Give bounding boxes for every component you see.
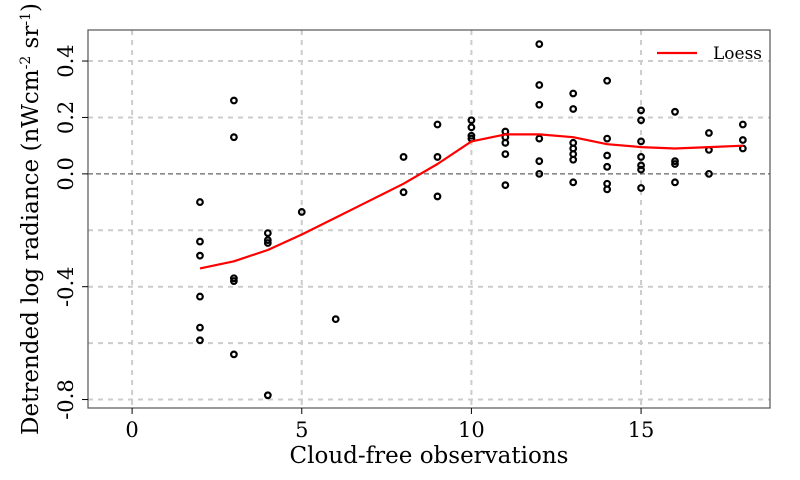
- data-point: [603, 185, 612, 194]
- data-point: [603, 162, 612, 171]
- plot-frame: [87, 29, 771, 409]
- y-axis-ticks: -0.8 -0.4 0.0 0.2 0.4: [54, 44, 88, 420]
- data-point: [501, 138, 510, 147]
- loess-curve: [199, 133, 743, 270]
- data-point: [738, 136, 747, 144]
- data-point: [671, 157, 679, 166]
- data-point: [569, 105, 578, 113]
- data-point: [467, 116, 476, 125]
- y-axis-title-end: ): [18, 3, 44, 12]
- data-point: [196, 198, 204, 206]
- scatter-points: [196, 40, 747, 400]
- y-tick-label: 0.4: [54, 44, 78, 77]
- data-point: [399, 153, 408, 161]
- data-point: [501, 150, 510, 159]
- data-point: [196, 336, 204, 345]
- y-axis-title-main: Detrended log radiance (nWcm: [18, 69, 44, 435]
- x-axis-ticks: 0 5 10 15: [125, 408, 654, 442]
- data-point: [230, 133, 238, 142]
- data-point: [671, 107, 679, 116]
- data-point: [705, 169, 713, 178]
- data-point: [467, 131, 476, 140]
- data-point: [196, 251, 204, 260]
- y-tick-label: -0.8: [54, 379, 78, 420]
- y-axis-title-mid: sr: [18, 26, 44, 56]
- y-tick-label: 0.2: [54, 101, 78, 134]
- data-point: [433, 192, 442, 201]
- data-point: [230, 277, 238, 285]
- y-tick-label: 0.0: [54, 157, 78, 190]
- data-point: [535, 134, 544, 143]
- y-axis-title-exp2: -1: [18, 12, 34, 26]
- data-point: [501, 181, 510, 190]
- data-point: [535, 81, 544, 89]
- data-point: [603, 151, 612, 160]
- data-point: [535, 100, 544, 109]
- data-point: [535, 169, 544, 178]
- x-tick-label: 0: [125, 418, 138, 442]
- x-axis-title: Cloud-free observations: [290, 443, 569, 469]
- x-tick-label: 15: [628, 418, 655, 442]
- data-point: [230, 96, 238, 105]
- plot-background: [88, 30, 770, 408]
- data-point: [297, 208, 306, 216]
- data-point: [331, 315, 340, 324]
- data-point: [535, 157, 544, 166]
- data-point: [230, 274, 238, 283]
- data-point: [263, 391, 272, 400]
- data-point: [637, 153, 645, 161]
- data-point: [399, 188, 408, 197]
- data-point: [738, 120, 747, 129]
- data-point: [196, 237, 204, 246]
- data-point: [671, 160, 679, 168]
- data-point: [196, 292, 204, 301]
- legend: Loess: [657, 44, 762, 64]
- data-point: [263, 236, 272, 245]
- data-point: [671, 178, 679, 187]
- data-point: [637, 116, 645, 125]
- data-point: [433, 153, 442, 161]
- data-point: [637, 165, 645, 174]
- y-axis-title-exp1: -2: [18, 56, 34, 70]
- data-point: [569, 155, 578, 164]
- data-point: [637, 106, 645, 115]
- data-point: [705, 129, 713, 137]
- data-point: [433, 120, 442, 129]
- data-point: [196, 323, 204, 332]
- data-point: [603, 76, 612, 85]
- data-point: [637, 161, 645, 170]
- data-point: [263, 239, 272, 247]
- data-point: [637, 184, 645, 192]
- data-point: [637, 137, 645, 146]
- data-point: [263, 229, 272, 238]
- data-point: [535, 40, 544, 49]
- legend-label-loess: Loess: [713, 44, 762, 64]
- data-point: [230, 350, 238, 359]
- data-point: [569, 89, 578, 98]
- y-axis-title: Detrended log radiance (nWcm-2 sr-1): [18, 3, 44, 435]
- loess-line: [199, 133, 743, 270]
- data-point: [603, 134, 612, 143]
- data-point: [467, 123, 476, 132]
- data-point: [569, 178, 578, 187]
- y-tick-label: -0.4: [54, 266, 78, 307]
- x-tick-label: 10: [458, 418, 485, 442]
- x-tick-label: 5: [295, 418, 308, 442]
